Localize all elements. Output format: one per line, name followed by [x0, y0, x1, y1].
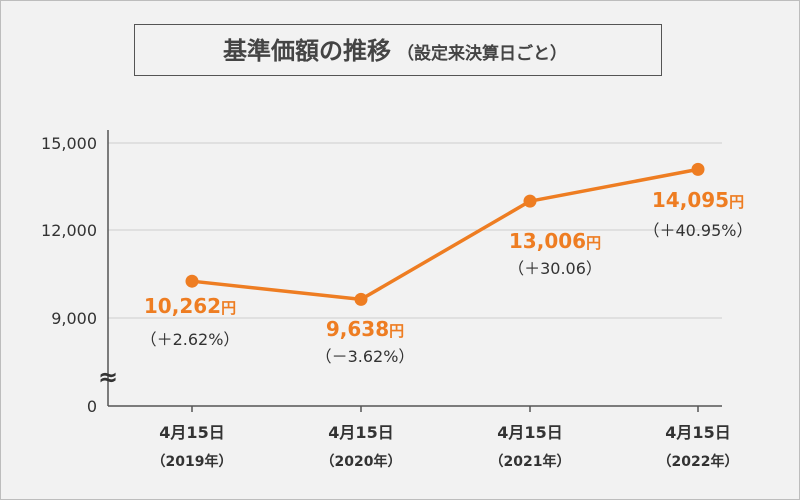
x-tick-label-date: 4月15日 — [665, 423, 730, 442]
change-label: （＋2.62%） — [141, 330, 240, 349]
value-number: 14,095 — [652, 188, 729, 212]
value-label: 13,006円 — [509, 229, 601, 253]
change-label: （＋30.06） — [508, 259, 602, 278]
y-tick-labels: 15,000 12,000 9,000 0 — [41, 134, 97, 416]
series-line — [191, 167, 699, 302]
value-unit: 円 — [586, 234, 601, 252]
data-labels: 10,262円（＋2.62%） 9,638円（－3.62%）13,006円（＋30… — [141, 188, 753, 366]
value-number: 13,006 — [509, 229, 586, 253]
value-unit: 円 — [729, 193, 744, 211]
series — [185, 162, 705, 306]
data-point — [354, 292, 368, 306]
value-label: 9,638円 — [326, 317, 404, 341]
x-tick-label-date: 4月15日 — [159, 423, 224, 442]
x-tick-label-date: 4月15日 — [328, 423, 393, 442]
x-tick-labels: 4月15日 （2019年） 4月15日 （2020年） 4月15日 （2021年） 4月15… — [152, 423, 739, 470]
title-box — [134, 24, 662, 76]
grid-lines — [108, 142, 722, 319]
chart-subtitle: （設定来決算日ごと） — [397, 43, 567, 64]
data-point — [691, 162, 705, 176]
chart-title: 基準価額の推移 — [223, 37, 391, 65]
change-label: （＋40.95%） — [643, 221, 752, 240]
data-point — [523, 194, 537, 208]
change-label: （－3.62%） — [316, 347, 415, 366]
y-tick-label: 12,000 — [41, 221, 97, 240]
y-tick-label: 15,000 — [41, 134, 97, 153]
x-tick-label-year: （2020年） — [321, 453, 402, 470]
x-tick-label-date: 4月15日 — [497, 423, 562, 442]
value-unit: 円 — [221, 299, 236, 317]
value-label: 14,095円 — [652, 188, 744, 212]
value-unit: 円 — [389, 322, 404, 340]
y-tick-label: 9,000 — [51, 309, 97, 328]
value-label: 10,262円 — [144, 294, 236, 318]
x-tick-label-year: （2019年） — [152, 453, 233, 470]
data-point — [185, 274, 199, 288]
axis-break-symbol: ≈ — [98, 363, 118, 391]
axes: ≈ — [98, 130, 722, 412]
chart-title-group: 基準価額の推移 （設定来決算日ごと） — [223, 37, 567, 65]
y-tick-label: 0 — [87, 397, 97, 416]
value-number: 10,262 — [144, 294, 221, 318]
x-tick-label-year: （2021年） — [490, 453, 571, 470]
x-tick-label-year: （2022年） — [658, 453, 739, 470]
value-number: 9,638 — [326, 317, 389, 341]
